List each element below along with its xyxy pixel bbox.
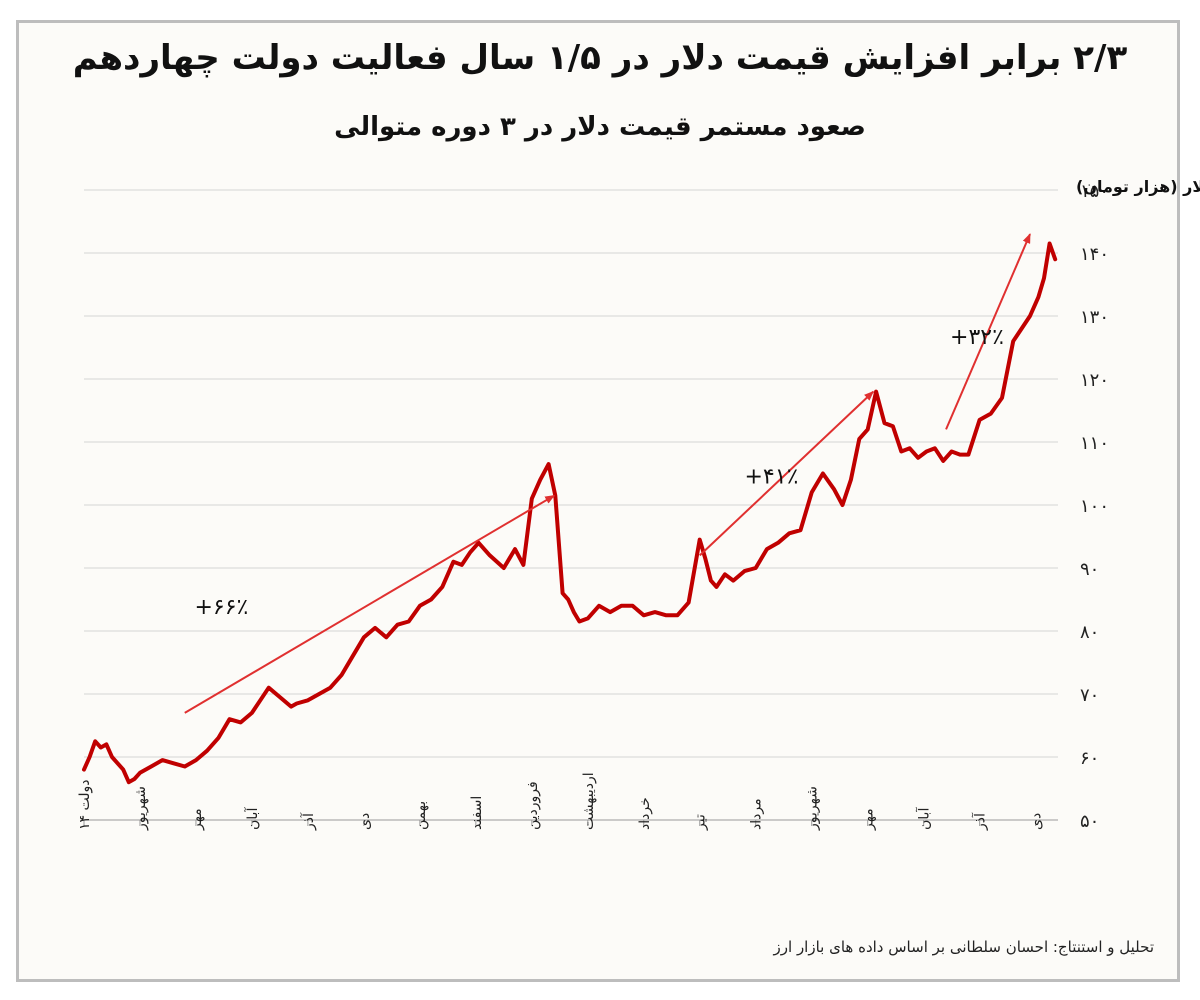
y-tick-label: ۱۳۰ bbox=[1080, 307, 1109, 328]
x-tick-label: خرداد bbox=[637, 797, 653, 830]
x-tick-labels: دولت ۱۴ شهریور مهر آبان آذر دی بهمن اسفند فروردی… bbox=[77, 772, 1045, 831]
x-tick-label: شهریور bbox=[805, 786, 821, 831]
x-tick-label: آبان bbox=[916, 807, 933, 830]
y-tick-label: ۹۰ bbox=[1080, 559, 1099, 580]
x-tick-label: اردیبهشت bbox=[581, 772, 597, 830]
trend-arrow bbox=[945, 233, 1031, 430]
y-tick-label: ۱۲۰ bbox=[1080, 370, 1109, 391]
chart-subtitle: صعود مستمر قیمت دلار در ۳ دوره متوالی bbox=[334, 112, 866, 142]
x-tick-label: فروردین bbox=[525, 781, 541, 830]
source-credit: تحلیل و استنتاج: احسان سلطانی بر اساس دا… bbox=[773, 938, 1154, 956]
y-tick-label: ۷۰ bbox=[1080, 685, 1099, 706]
x-tick-label: مهر bbox=[861, 808, 877, 831]
trend-label: +۴۱٪ bbox=[745, 465, 799, 490]
x-tick-label: مهر bbox=[189, 808, 205, 831]
x-tick-label: شهریور bbox=[133, 786, 149, 831]
x-tick-label: آبان bbox=[244, 807, 261, 830]
y-tick-label: ۵۰ bbox=[1080, 811, 1099, 832]
x-tick-label: آذر bbox=[300, 812, 317, 831]
trend-label: +۳۲٪ bbox=[950, 325, 1004, 350]
trend-arrow bbox=[184, 494, 556, 714]
series-lines bbox=[82, 241, 1058, 785]
y-tick-label: ۶۰ bbox=[1080, 748, 1099, 769]
x-tick-label: تیر bbox=[693, 814, 709, 831]
trend-label: +۶۶٪ bbox=[194, 595, 248, 620]
y-tick-label: ۱۱۰ bbox=[1080, 433, 1109, 454]
y-tick-label: ۱۴۰ bbox=[1080, 244, 1109, 265]
x-tick-label: آذر bbox=[972, 812, 989, 831]
x-tick-label: دولت ۱۴ bbox=[77, 779, 93, 830]
x-tick-label: مرداد bbox=[749, 798, 765, 830]
y-axis-label: قیمت دلار (هزار تومان) bbox=[1076, 177, 1200, 196]
trend-annotations: +۶۶٪ +۴۱٪ +۳۲٪ bbox=[184, 233, 1031, 714]
y-tick-label: ۱۰۰ bbox=[1080, 496, 1109, 517]
x-tick-label: دی bbox=[357, 813, 373, 830]
x-tick-label: دی bbox=[1029, 813, 1045, 830]
x-tick-label: بهمن bbox=[413, 801, 429, 830]
y-tick-label: ۱۵۰ bbox=[1080, 181, 1109, 202]
y-tick-labels: ۵۰ ۶۰ ۷۰ ۸۰ ۹۰ ۱۰۰ ۱۱۰ ۱۲۰ ۱۳۰ ۱۴۰ ۱۵۰ bbox=[1080, 181, 1109, 832]
series-line bbox=[82, 241, 1058, 785]
x-tick-label: اسفند bbox=[469, 796, 485, 830]
y-tick-label: ۸۰ bbox=[1080, 622, 1099, 643]
chart-frame bbox=[16, 20, 1180, 982]
trend-arrow bbox=[699, 390, 875, 557]
chart-title: ۲/۳ برابر افزایش قیمت دلار در ۱/۵ سال فع… bbox=[72, 38, 1128, 78]
grid-lines bbox=[84, 189, 1058, 758]
